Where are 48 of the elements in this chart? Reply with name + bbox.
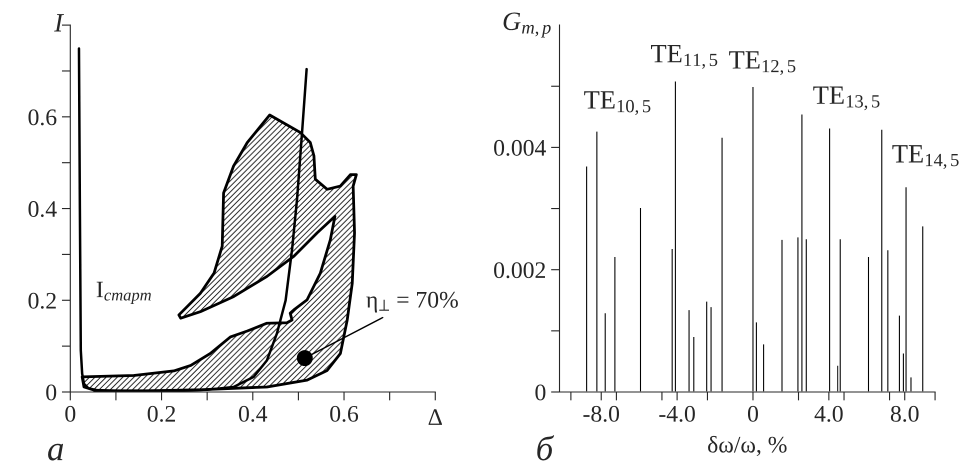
x-tick-label: 8.0 [890, 406, 919, 422]
y-tick-label: 0.6 [28, 109, 56, 126]
x-tick-label: -8.0 [583, 406, 620, 422]
bar [751, 86, 755, 392]
text: б [537, 435, 554, 460]
x-axis-title: δω/ω, % [708, 436, 787, 456]
bar [897, 314, 902, 392]
x-tick-label: 0.6 [330, 406, 358, 422]
bar [886, 248, 890, 392]
series-label: I$_{старт}$ [96, 282, 151, 304]
y-tick-label: 0.2 [28, 292, 56, 309]
bar [828, 127, 832, 392]
x-tick-label: -4.0 [659, 406, 695, 422]
bar [920, 224, 925, 392]
annotation: TE$_{14,5}$ [892, 145, 959, 169]
x-tick-label: 0 [65, 406, 76, 422]
y-tick-label: 0.4 [28, 201, 57, 218]
bar [594, 130, 599, 392]
bar [638, 206, 642, 392]
x-tick-label: 0 [748, 406, 758, 422]
bar [838, 238, 842, 392]
bar [780, 238, 784, 392]
bar [720, 136, 724, 392]
annotation: TE$_{10,5}$ [584, 91, 650, 116]
text: а [48, 444, 64, 460]
annotation: η$_{⊥}$ = 70% [366, 292, 458, 313]
x-tick-label: 0.4 [238, 406, 268, 422]
bar [673, 80, 678, 392]
y-tick-label: 0.004 [494, 140, 546, 156]
annotation: TE$_{12,5}$ [729, 51, 796, 76]
annotation: TE$_{11,5}$ [651, 45, 718, 69]
annotation: TE$_{13,5}$ [813, 86, 880, 110]
bar [603, 312, 608, 392]
bar [762, 342, 766, 392]
bar [880, 128, 884, 392]
y-axis-title: I [54, 14, 64, 32]
bar [584, 165, 589, 392]
x-axis-title: Δ [428, 409, 442, 425]
x-tick-label: 0.2 [148, 406, 175, 422]
y-tick-label: 0 [535, 384, 546, 400]
bar [612, 256, 617, 392]
y-tick-label: 0.002 [494, 262, 546, 278]
bar [866, 256, 870, 392]
bar [800, 113, 804, 392]
x-tick-label: 4.0 [814, 406, 843, 422]
y-axis-title: G$_{m,p}$ [504, 12, 551, 38]
bar [704, 300, 709, 392]
y-tick-label: 0 [46, 384, 56, 400]
